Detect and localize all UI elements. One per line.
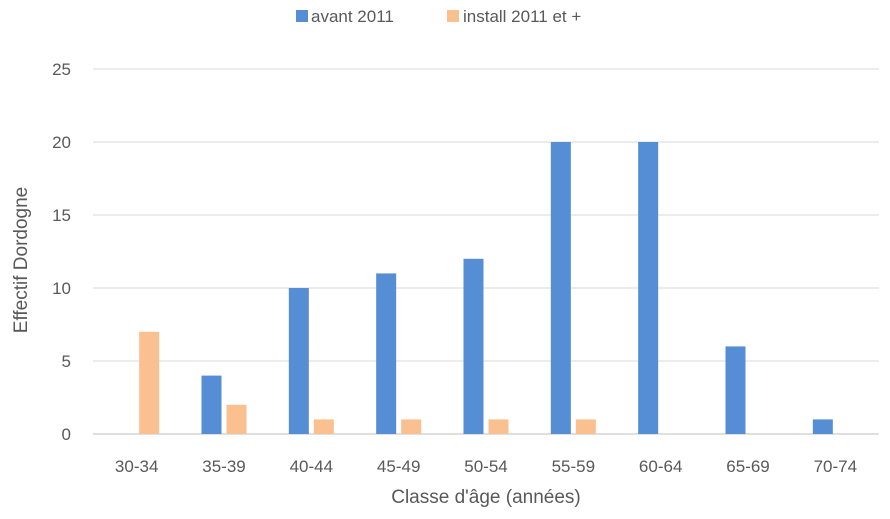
y-tick-label: 5 xyxy=(62,352,71,371)
bar-avant-2011-45-49 xyxy=(376,273,397,434)
bar-install-2011-40-44 xyxy=(313,419,334,434)
legend-label-install-2011: install 2011 et + xyxy=(463,7,581,26)
bar-install-2011-30-34 xyxy=(139,331,160,434)
x-axis-ticks: 30-34 35-39 40-44 45-49 50-54 55-59 60-64 65-69… xyxy=(115,457,857,476)
legend-swatch-avant-2011 xyxy=(296,10,308,22)
bar-avant-2011-55-59 xyxy=(550,142,571,434)
x-tick-label: 50-54 xyxy=(464,457,507,476)
x-tick-label: 35-39 xyxy=(202,457,245,476)
x-tick-label: 30-34 xyxy=(115,457,158,476)
y-tick-label: 25 xyxy=(52,60,71,79)
legend-swatch-install-2011 xyxy=(447,10,459,22)
bar-avant-2011-65-69 xyxy=(725,346,746,434)
legend-label-avant-2011: avant 2011 xyxy=(311,7,394,26)
bar-avant-2011-35-39 xyxy=(201,375,222,434)
bar-avant-2011-40-44 xyxy=(288,288,309,434)
x-tick-label: 65-69 xyxy=(726,457,769,476)
bar-install-2011-50-54 xyxy=(488,419,509,434)
legend: avant 2011 install 2011 et + xyxy=(296,7,581,26)
bar-install-2011-45-49 xyxy=(401,419,422,434)
y-axis-title: Effectif Dordogne xyxy=(11,187,32,333)
gridlines xyxy=(93,68,879,435)
bar-avant-2011-70-74 xyxy=(812,419,833,434)
bar-avant-2011-50-54 xyxy=(463,258,484,434)
x-tick-label: 60-64 xyxy=(639,457,682,476)
y-tick-label: 15 xyxy=(52,206,71,225)
bar-install-2011-55-59 xyxy=(575,419,596,434)
bar-avant-2011-60-64 xyxy=(638,142,659,434)
x-tick-label: 55-59 xyxy=(552,457,595,476)
x-tick-label: 70-74 xyxy=(814,457,857,476)
x-tick-label: 40-44 xyxy=(290,457,333,476)
y-tick-label: 0 xyxy=(62,425,71,444)
y-tick-label: 10 xyxy=(52,279,71,298)
bar-install-2011-35-39 xyxy=(226,404,247,434)
x-axis-title: Classe d'âge (années) xyxy=(391,487,581,508)
x-tick-label: 45-49 xyxy=(377,457,420,476)
y-tick-label: 20 xyxy=(52,133,71,152)
y-axis-ticks: 0 5 10 15 20 25 xyxy=(52,60,71,444)
bars xyxy=(139,142,833,434)
